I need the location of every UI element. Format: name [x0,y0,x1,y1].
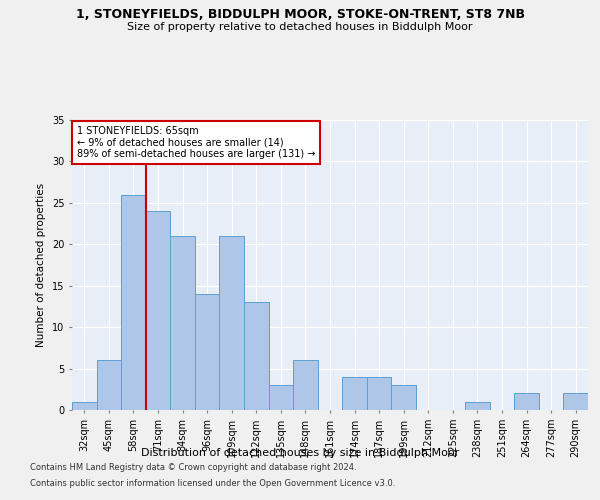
Bar [195,294,220,410]
Text: 1 STONEYFIELDS: 65sqm
← 9% of detached houses are smaller (14)
89% of semi-detac: 1 STONEYFIELDS: 65sqm ← 9% of detached h… [77,126,316,159]
Text: 1, STONEYFIELDS, BIDDULPH MOOR, STOKE-ON-TRENT, ST8 7NB: 1, STONEYFIELDS, BIDDULPH MOOR, STOKE-ON… [76,8,524,20]
Text: Contains HM Land Registry data © Crown copyright and database right 2024.: Contains HM Land Registry data © Crown c… [30,464,356,472]
Y-axis label: Number of detached properties: Number of detached properties [37,183,46,347]
Bar [146,211,170,410]
Bar [563,394,588,410]
Bar [514,394,539,410]
Bar [72,402,97,410]
Text: Distribution of detached houses by size in Biddulph Moor: Distribution of detached houses by size … [141,448,459,458]
Bar [367,377,391,410]
Bar [170,236,195,410]
Bar [391,385,416,410]
Bar [342,377,367,410]
Bar [97,360,121,410]
Bar [244,302,269,410]
Bar [220,236,244,410]
Text: Contains public sector information licensed under the Open Government Licence v3: Contains public sector information licen… [30,478,395,488]
Bar [269,385,293,410]
Bar [293,360,318,410]
Text: Size of property relative to detached houses in Biddulph Moor: Size of property relative to detached ho… [127,22,473,32]
Bar [121,194,146,410]
Bar [465,402,490,410]
